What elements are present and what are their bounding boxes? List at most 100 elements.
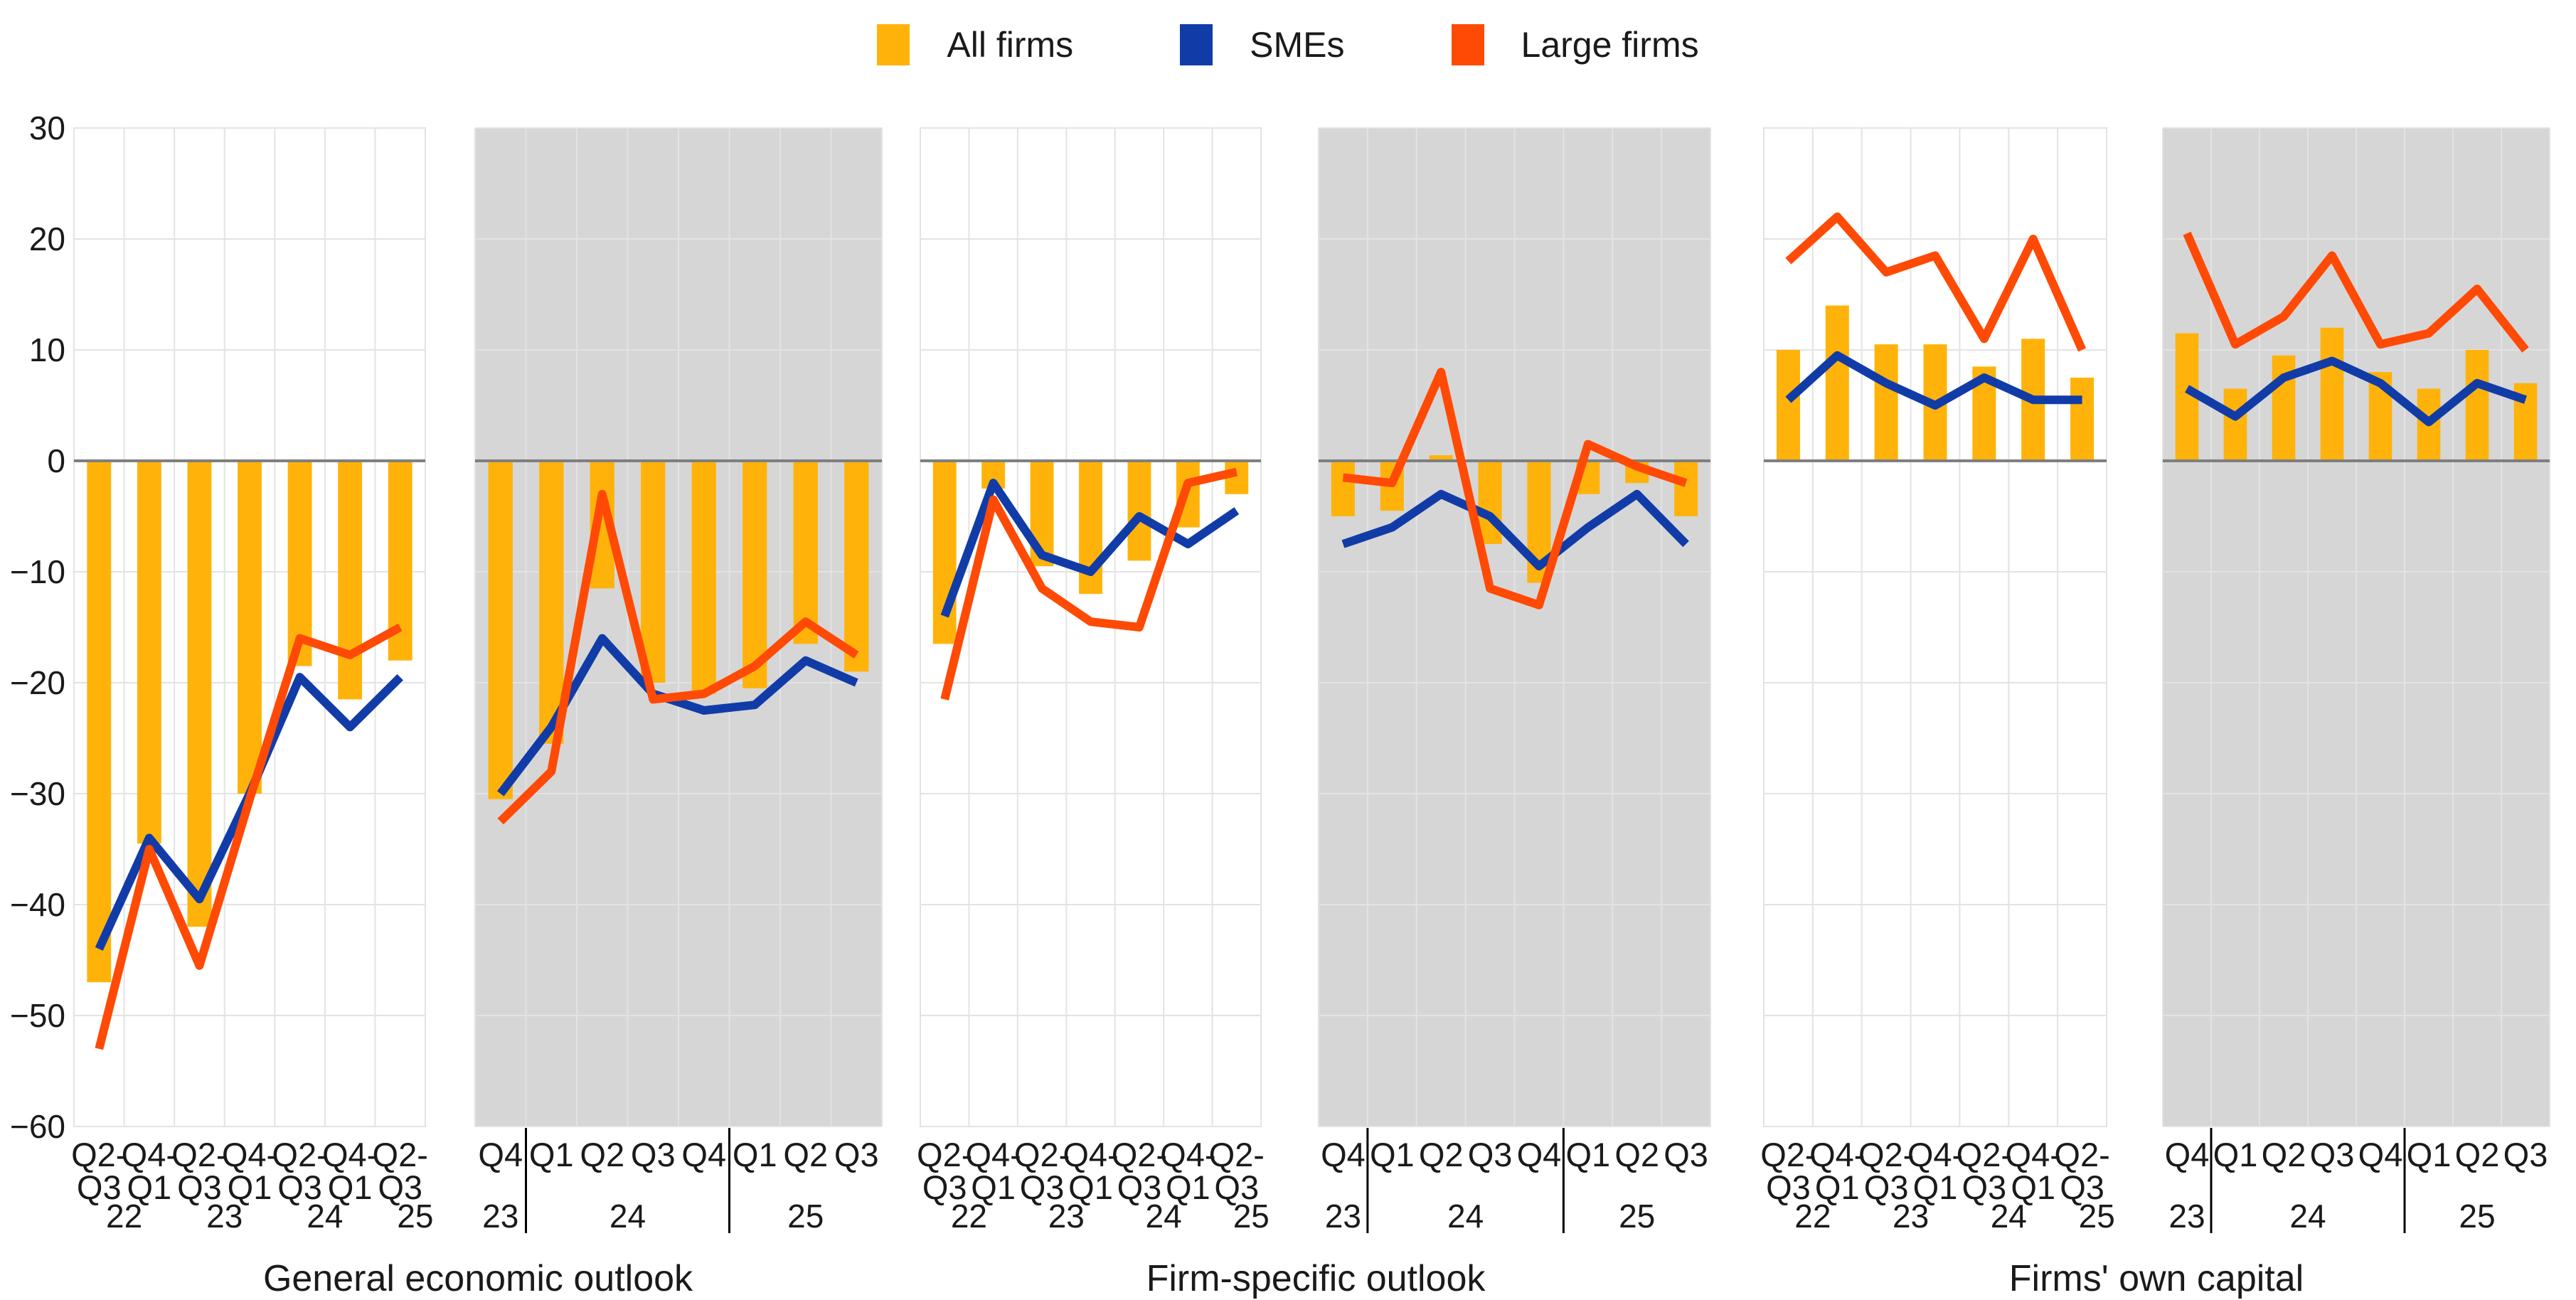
x-tick-label: Q4- bbox=[1160, 1136, 1215, 1173]
x-tick-label: Q1 bbox=[1068, 1168, 1113, 1206]
legend: All firms SMEs Large firms bbox=[0, 24, 2576, 65]
y-axis-tick-label: 20 bbox=[29, 220, 65, 257]
gridlines bbox=[1763, 127, 2107, 1127]
y-axis: 30 20 10 0 −10 −20 −30 −40 −50 −60 bbox=[10, 110, 65, 1145]
x-tick-label: Q1 bbox=[2213, 1136, 2258, 1173]
year-label: 23 bbox=[482, 1198, 518, 1235]
x-tick-label: Q4 bbox=[2358, 1136, 2403, 1173]
smes-line bbox=[2185, 356, 2527, 427]
year-label: 22 bbox=[951, 1198, 987, 1235]
bar bbox=[2223, 388, 2247, 461]
year-label: 24 bbox=[1991, 1198, 2027, 1235]
panel-background bbox=[1763, 127, 2107, 1127]
year-label: 24 bbox=[610, 1198, 646, 1235]
x-tick-label: Q1 bbox=[1565, 1136, 1610, 1173]
x-tick-label: Q4- bbox=[222, 1136, 277, 1173]
x-tick-label: Q3 bbox=[1214, 1168, 1259, 1206]
bar bbox=[2320, 327, 2344, 461]
bar bbox=[793, 461, 818, 644]
year-label: 22 bbox=[1794, 1198, 1831, 1235]
bar bbox=[87, 461, 112, 983]
bar bbox=[338, 461, 363, 700]
bar bbox=[1874, 344, 1898, 461]
x-tick-label: Q3 bbox=[77, 1168, 122, 1206]
x-tick-label: Q2- bbox=[1957, 1136, 2012, 1173]
year-label: 25 bbox=[2079, 1198, 2115, 1235]
x-tick-label: Q2- bbox=[171, 1136, 227, 1173]
x-tick-label: Q3 bbox=[1664, 1136, 1708, 1173]
bar bbox=[1429, 455, 1453, 461]
smes-swatch-icon bbox=[1180, 24, 1213, 65]
x-tick-label: Q4- bbox=[1907, 1136, 1963, 1173]
x-tick-label: Q3 bbox=[1962, 1168, 2007, 1206]
bar bbox=[2465, 350, 2489, 461]
x-tick-label: Q1 bbox=[127, 1168, 172, 1206]
bar bbox=[539, 461, 564, 744]
x-tick-label: Q3 bbox=[177, 1168, 222, 1206]
x-tick-label: Q1 bbox=[1815, 1168, 1860, 1206]
bar bbox=[1825, 305, 1849, 461]
x-tick-label: Q1 bbox=[733, 1136, 777, 1173]
x-tick-label: Q3 bbox=[1468, 1136, 1513, 1173]
x-tick-label: Q4- bbox=[2006, 1136, 2061, 1173]
x-tick-label: Q2- bbox=[917, 1136, 972, 1173]
year-label: 25 bbox=[1619, 1198, 1655, 1235]
bar bbox=[287, 461, 312, 666]
bar bbox=[2070, 378, 2095, 461]
bar bbox=[1478, 461, 1502, 544]
all-firms-swatch-icon bbox=[877, 24, 910, 65]
year-label: 25 bbox=[397, 1198, 433, 1235]
y-axis-tick-label: 0 bbox=[47, 442, 65, 479]
x-tick-label: Q1 bbox=[328, 1168, 373, 1206]
y-axis-tick-label: −60 bbox=[10, 1108, 65, 1145]
year-label: 23 bbox=[206, 1198, 243, 1235]
smes-line bbox=[940, 479, 1240, 618]
x-tick-label: Q2 bbox=[783, 1136, 828, 1173]
gridlines bbox=[73, 127, 426, 1127]
y-axis-tick-label: −10 bbox=[10, 553, 65, 590]
bar bbox=[238, 461, 262, 794]
x-tick-label: Q2- bbox=[1858, 1136, 1914, 1173]
x-tick-label: Q2 bbox=[580, 1136, 624, 1173]
x-tick-label: Q2 bbox=[2455, 1136, 2500, 1173]
x-tick-label: Q2- bbox=[71, 1136, 127, 1173]
bar bbox=[743, 461, 767, 688]
panel-group-title-general-economic-outlook: General economic outlook bbox=[262, 1258, 693, 1299]
large-firms-line bbox=[95, 623, 403, 1050]
x-tick-label: Q4 bbox=[681, 1136, 726, 1173]
legend-label-smes: SMEs bbox=[1250, 25, 1345, 65]
year-label: 24 bbox=[1146, 1198, 1182, 1235]
smes-line bbox=[1785, 351, 2082, 410]
bar bbox=[932, 461, 957, 644]
x-tick-label: Q3 bbox=[834, 1136, 879, 1173]
x-tick-label: Q3 bbox=[1864, 1168, 1909, 1206]
gridlines bbox=[1318, 127, 1711, 1127]
y-axis-tick-label: −20 bbox=[10, 664, 65, 701]
bar bbox=[1674, 461, 1698, 516]
x-tick-label: Q4- bbox=[322, 1136, 378, 1173]
large-firms-line bbox=[2183, 231, 2529, 353]
legend-label-large-firms: Large firms bbox=[1521, 25, 1699, 65]
year-label: 23 bbox=[2168, 1198, 2205, 1235]
large-firms-line bbox=[940, 467, 1238, 700]
bar bbox=[844, 461, 869, 672]
bar bbox=[641, 461, 666, 683]
x-tick-label: Q3 bbox=[2060, 1168, 2104, 1206]
bar bbox=[488, 461, 513, 799]
x-tick-label: Q1 bbox=[2011, 1168, 2055, 1206]
year-label: 24 bbox=[1447, 1198, 1484, 1235]
x-tick-label: Q3 bbox=[277, 1168, 322, 1206]
y-axis-tick-label: −50 bbox=[10, 997, 65, 1034]
x-tick-label: Q2- bbox=[1760, 1136, 1816, 1173]
x-tick-label: Q3 bbox=[2310, 1136, 2355, 1173]
x-tick-label: Q1 bbox=[1913, 1168, 1958, 1206]
